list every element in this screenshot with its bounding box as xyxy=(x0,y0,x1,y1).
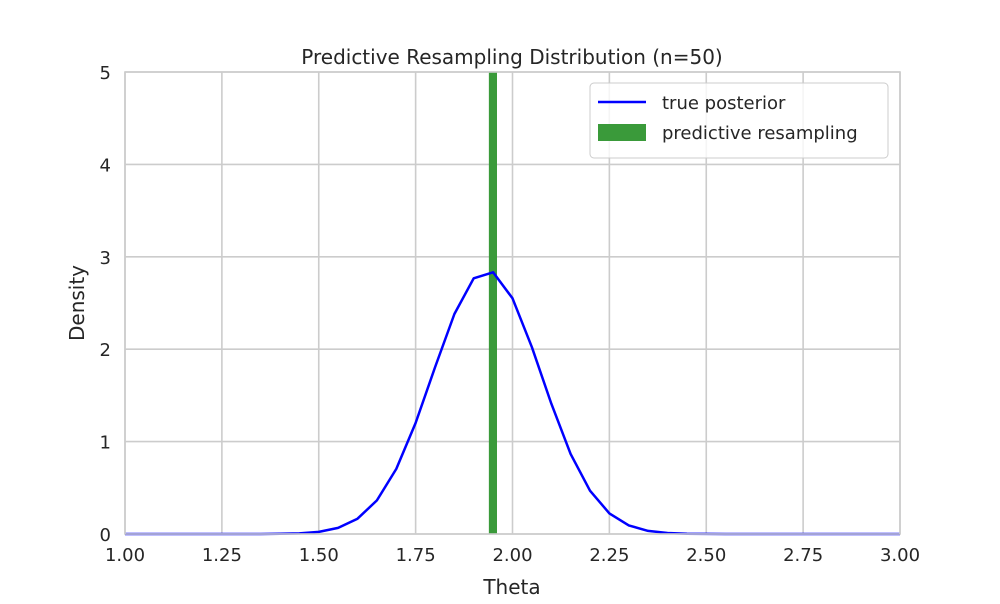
x-tick-label: 3.00 xyxy=(880,545,920,566)
y-tick-labels: 0 1 2 3 4 5 xyxy=(100,63,111,546)
chart-title: Predictive Resampling Distribution (n=50… xyxy=(301,45,722,69)
x-tick-label: 1.75 xyxy=(396,545,436,566)
y-axis-label: Density xyxy=(65,265,89,341)
y-tick-label: 0 xyxy=(100,525,111,546)
y-tick-label: 4 xyxy=(100,155,111,176)
x-tick-label: 2.75 xyxy=(783,545,823,566)
y-tick-label: 2 xyxy=(100,340,111,361)
x-tick-label: 1.25 xyxy=(202,545,242,566)
x-axis-label: Theta xyxy=(482,575,540,599)
x-tick-label: 1.50 xyxy=(299,545,339,566)
y-tick-label: 3 xyxy=(100,248,111,269)
legend: true posterior predictive resampling xyxy=(589,82,889,159)
legend-label-true-posterior: true posterior xyxy=(662,93,786,114)
legend-swatch-predictive-resampling xyxy=(598,124,646,141)
y-tick-label: 5 xyxy=(100,63,111,84)
x-tick-labels: 1.00 1.25 1.50 1.75 2.00 2.25 2.50 2.75 3.00 xyxy=(105,545,920,566)
plot-frame xyxy=(124,71,901,535)
histogram-bars xyxy=(488,72,497,534)
histogram-bar xyxy=(488,72,497,534)
x-tick-label: 1.00 xyxy=(105,545,145,566)
x-tick-label: 2.50 xyxy=(686,545,726,566)
x-tick-label: 2.25 xyxy=(589,545,629,566)
y-tick-label: 1 xyxy=(100,433,111,454)
x-tick-label: 2.00 xyxy=(492,545,532,566)
legend-box xyxy=(589,82,889,159)
legend-label-predictive-resampling: predictive resampling xyxy=(662,123,858,144)
